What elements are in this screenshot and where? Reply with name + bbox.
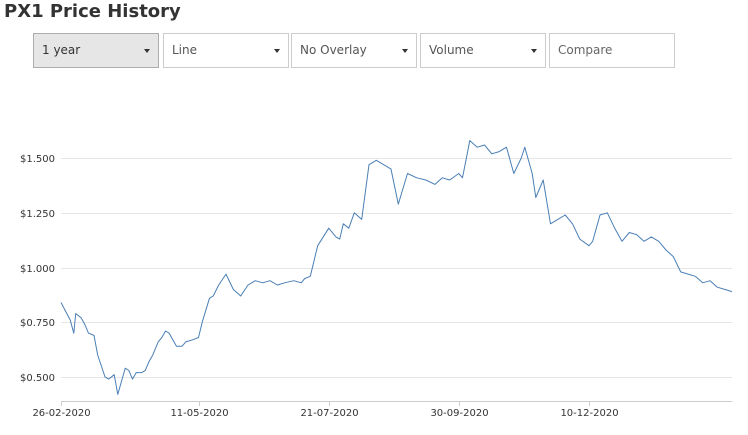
x-tick-label: 10-12-2020 — [560, 408, 618, 419]
overlay-select-value: No Overlay — [300, 43, 367, 57]
compare-input[interactable]: Compare — [549, 33, 675, 68]
period-select-value: 1 year — [42, 43, 81, 57]
period-select[interactable]: 1 year — [33, 33, 159, 68]
y-tick-label: $0.750 — [20, 318, 55, 329]
overlay-select[interactable]: No Overlay — [291, 33, 417, 68]
price-series-line — [60, 140, 733, 395]
x-tick-label: 11-05-2020 — [170, 408, 228, 419]
volume-select-value: Volume — [429, 43, 474, 57]
chart-type-select-value: Line — [172, 43, 198, 57]
y-tick-label: $1.500 — [20, 154, 55, 165]
chevron-down-icon — [274, 49, 280, 53]
page-title: PX1 Price History — [4, 1, 181, 22]
y-tick-label: $0.500 — [20, 373, 55, 384]
compare-input-placeholder: Compare — [558, 43, 613, 57]
y-tick-label: $1.000 — [20, 264, 55, 275]
chevron-down-icon — [531, 49, 537, 53]
y-tick-label: $1.250 — [20, 209, 55, 220]
x-tick-label: 26-02-2020 — [32, 408, 90, 419]
chevron-down-icon — [144, 49, 150, 53]
chevron-down-icon — [402, 49, 408, 53]
volume-select[interactable]: Volume — [420, 33, 546, 68]
x-tick-label: 30-09-2020 — [430, 408, 488, 419]
x-tick-label: 21-07-2020 — [300, 408, 358, 419]
chart-type-select[interactable]: Line — [163, 33, 289, 68]
